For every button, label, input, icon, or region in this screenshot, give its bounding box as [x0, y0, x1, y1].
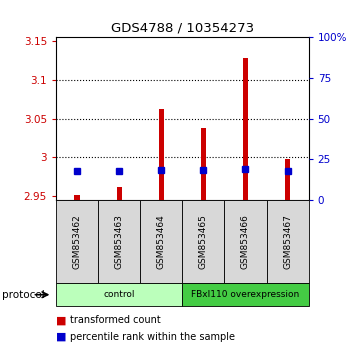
Text: transformed count: transformed count	[70, 315, 161, 325]
Text: GSM853466: GSM853466	[241, 214, 250, 269]
Bar	[243, 58, 248, 200]
Text: GSM853463: GSM853463	[115, 214, 123, 269]
Text: control: control	[103, 290, 135, 299]
Text: protocol: protocol	[2, 290, 44, 300]
Text: percentile rank within the sample: percentile rank within the sample	[70, 332, 235, 342]
Text: GSM853462: GSM853462	[73, 214, 82, 269]
Bar	[74, 195, 79, 200]
Title: GDS4788 / 10354273: GDS4788 / 10354273	[111, 22, 254, 35]
Text: GSM853467: GSM853467	[283, 214, 292, 269]
Bar	[117, 187, 122, 200]
Text: ■: ■	[56, 332, 66, 342]
Text: ■: ■	[56, 315, 66, 325]
Text: GSM853464: GSM853464	[157, 214, 166, 269]
Bar	[159, 109, 164, 200]
Bar	[201, 128, 206, 200]
Text: GSM853465: GSM853465	[199, 214, 208, 269]
Bar	[285, 159, 290, 200]
Text: FBxl110 overexpression: FBxl110 overexpression	[191, 290, 300, 299]
